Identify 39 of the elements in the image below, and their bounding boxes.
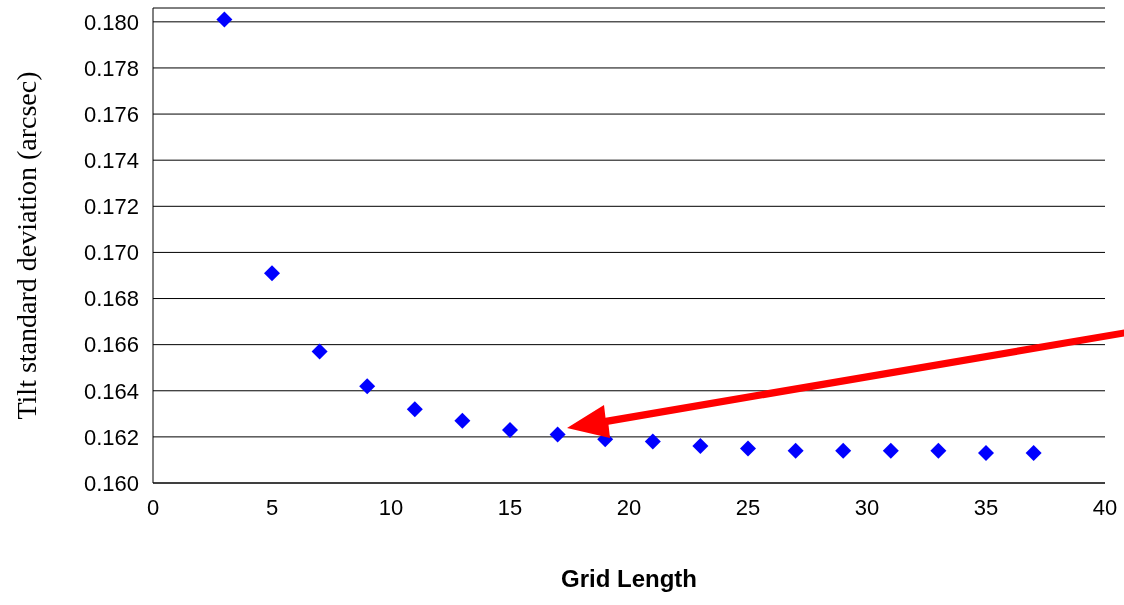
point bbox=[692, 438, 709, 455]
y-tick-label: 0.168 bbox=[83, 286, 139, 312]
x-axis-title: Grid Length bbox=[561, 565, 697, 592]
point bbox=[359, 378, 376, 395]
point bbox=[216, 11, 233, 28]
y-tick-label: 0.180 bbox=[83, 9, 139, 35]
y-tick-label: 0.178 bbox=[83, 55, 139, 81]
y-tick-label: 0.162 bbox=[83, 424, 139, 450]
point bbox=[835, 442, 852, 459]
y-tick-label: 0.164 bbox=[83, 378, 139, 404]
point bbox=[454, 412, 471, 429]
y-tick-label: 0.176 bbox=[83, 101, 139, 127]
point bbox=[740, 440, 756, 457]
y-tick-label: 0.166 bbox=[83, 332, 139, 358]
point bbox=[644, 433, 661, 450]
point bbox=[1025, 445, 1042, 462]
x-tick-label: 10 bbox=[378, 494, 404, 520]
point bbox=[882, 442, 899, 459]
point bbox=[311, 343, 328, 360]
y-axis-title: Tilt standard deviation (arcsec) bbox=[10, 71, 42, 420]
point bbox=[264, 265, 280, 282]
x-tick-label: 35 bbox=[973, 494, 999, 520]
point bbox=[978, 445, 994, 462]
y-tick-label: 0.174 bbox=[83, 147, 139, 173]
point bbox=[787, 442, 804, 459]
point bbox=[502, 421, 518, 438]
x-tick-label: 5 bbox=[265, 494, 279, 520]
x-tick-label: 30 bbox=[854, 494, 880, 520]
x-tick-label: 20 bbox=[616, 494, 642, 520]
y-tick-label: 0.160 bbox=[83, 470, 139, 496]
y-tick-label: 0.172 bbox=[83, 194, 139, 220]
x-tick-label: 0 bbox=[146, 494, 160, 520]
y-tick-label: 0.170 bbox=[83, 240, 139, 266]
point bbox=[406, 401, 423, 418]
point bbox=[930, 442, 947, 459]
x-tick-label: 15 bbox=[497, 494, 523, 520]
point bbox=[549, 426, 566, 443]
x-tick-label: 25 bbox=[735, 494, 761, 520]
x-tick-label: 40 bbox=[1092, 494, 1118, 520]
